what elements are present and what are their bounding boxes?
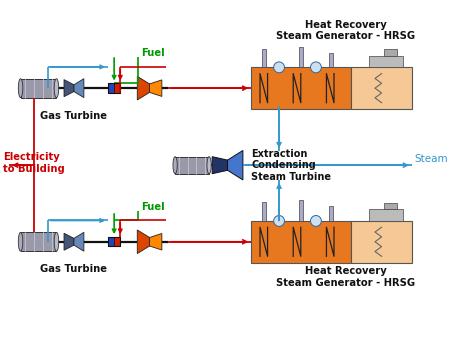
Circle shape xyxy=(273,216,284,226)
Polygon shape xyxy=(64,80,74,97)
Ellipse shape xyxy=(54,232,59,251)
Bar xyxy=(108,237,114,246)
Bar xyxy=(175,157,209,174)
Bar xyxy=(108,84,120,93)
Bar xyxy=(329,206,333,221)
Text: Heat Recovery
Steam Generator - HRSG: Heat Recovery Steam Generator - HRSG xyxy=(276,266,415,288)
Text: Extraction
Condensing
Steam Turbine: Extraction Condensing Steam Turbine xyxy=(251,149,331,182)
Polygon shape xyxy=(228,150,243,180)
Polygon shape xyxy=(74,232,84,251)
Ellipse shape xyxy=(54,79,59,98)
Bar xyxy=(20,232,56,251)
Bar xyxy=(351,221,412,263)
Polygon shape xyxy=(150,80,162,96)
Polygon shape xyxy=(137,76,150,100)
Bar xyxy=(108,84,114,93)
Ellipse shape xyxy=(207,157,211,174)
Ellipse shape xyxy=(173,157,177,174)
Bar xyxy=(251,221,351,263)
Text: Fuel: Fuel xyxy=(142,202,165,212)
Text: Gas Turbine: Gas Turbine xyxy=(40,111,108,121)
Bar xyxy=(384,50,397,56)
Polygon shape xyxy=(212,157,228,174)
Text: Electricity
to Building: Electricity to Building xyxy=(3,152,65,174)
Polygon shape xyxy=(64,233,74,250)
Ellipse shape xyxy=(18,232,23,251)
Circle shape xyxy=(273,62,284,73)
Text: Gas Turbine: Gas Turbine xyxy=(40,265,108,274)
Bar xyxy=(114,237,120,246)
Polygon shape xyxy=(74,79,84,98)
Bar xyxy=(20,79,56,98)
Bar xyxy=(108,237,120,246)
Text: Heat Recovery
Steam Generator - HRSG: Heat Recovery Steam Generator - HRSG xyxy=(276,20,415,41)
Bar xyxy=(251,67,351,109)
Circle shape xyxy=(310,62,321,73)
Text: Steam: Steam xyxy=(414,154,448,164)
Bar xyxy=(329,53,333,67)
Bar xyxy=(384,203,397,209)
Bar xyxy=(369,56,403,67)
Ellipse shape xyxy=(18,79,23,98)
Bar xyxy=(299,47,303,67)
Bar xyxy=(262,49,266,67)
Bar xyxy=(351,67,412,109)
Bar xyxy=(262,202,266,221)
Bar xyxy=(369,209,403,221)
Circle shape xyxy=(310,216,321,226)
Bar xyxy=(114,84,120,93)
Bar xyxy=(299,200,303,221)
Text: Fuel: Fuel xyxy=(142,48,165,58)
Polygon shape xyxy=(150,234,162,250)
Polygon shape xyxy=(137,230,150,253)
